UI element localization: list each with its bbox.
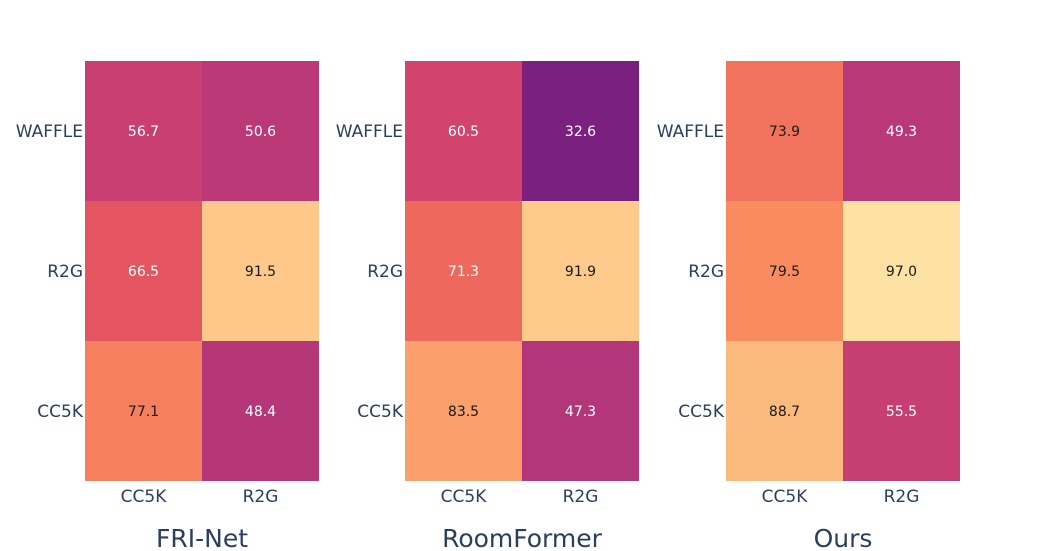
cell-value-label: 79.5 — [769, 264, 800, 280]
heatmap-cell — [843, 61, 960, 201]
heatmap-panel-2: 73.9 49.3 79.5 97.0 88.7 55.5 WAFFLE R2G CC5K CC5… — [657, 61, 960, 551]
y-tick-label: CC5K — [37, 402, 84, 422]
cell-value-label: 73.9 — [769, 124, 800, 140]
cell-value-label: 77.1 — [128, 404, 159, 420]
cell-value-label: 32.6 — [565, 124, 596, 140]
heatmap-cell — [405, 341, 522, 481]
cell-value-label: 91.5 — [245, 264, 276, 280]
cell-value-label: 49.3 — [886, 124, 917, 140]
x-tick-label: CC5K — [762, 487, 809, 507]
cell-value-label: 50.6 — [245, 124, 276, 140]
heatmap-cell — [405, 201, 522, 341]
heatmap-cell — [726, 61, 843, 201]
heatmap-cell — [726, 201, 843, 341]
y-tick-label: R2G — [688, 262, 724, 282]
cell-value-label: 83.5 — [448, 404, 479, 420]
heatmap-cell — [843, 341, 960, 481]
x-tick-label: R2G — [884, 487, 920, 507]
heatmap-cell — [405, 61, 522, 201]
x-tick-label: CC5K — [441, 487, 488, 507]
cell-value-label: 60.5 — [448, 124, 479, 140]
heatmap-cell — [843, 201, 960, 341]
heatmap-cell — [522, 341, 639, 481]
panel-title: Ours — [814, 524, 873, 551]
heatmap-cell — [85, 61, 202, 201]
y-tick-label: WAFFLE — [657, 122, 724, 142]
heatmap-cell — [202, 201, 319, 341]
heatmap-cell — [85, 341, 202, 481]
panel-title: RoomFormer — [442, 524, 603, 551]
x-tick-label: CC5K — [121, 487, 168, 507]
y-tick-label: CC5K — [357, 402, 404, 422]
y-tick-label: CC5K — [678, 402, 725, 422]
y-tick-label: WAFFLE — [16, 122, 83, 142]
panel-title: FRI-Net — [156, 524, 248, 551]
x-tick-label: R2G — [243, 487, 279, 507]
heatmap-cell — [202, 61, 319, 201]
heatmap-cell — [522, 201, 639, 341]
heatmap-panel-1: 60.5 32.6 71.3 91.9 83.5 47.3 WAFFLE R2G CC5K CC5… — [336, 61, 639, 551]
cell-value-label: 48.4 — [245, 404, 276, 420]
cell-value-label: 91.9 — [565, 264, 596, 280]
cell-value-label: 55.5 — [886, 404, 917, 420]
y-tick-label: R2G — [367, 262, 403, 282]
cell-value-label: 97.0 — [886, 264, 917, 280]
heatmap-panel-0: 56.7 50.6 66.5 91.5 77.1 48.4 WAFFLE R2G CC5K CC5… — [16, 61, 319, 551]
y-tick-label: R2G — [47, 262, 83, 282]
heatmap-cell — [85, 201, 202, 341]
cell-value-label: 47.3 — [565, 404, 596, 420]
cell-value-label: 66.5 — [128, 264, 159, 280]
heatmap-cell — [522, 61, 639, 201]
cell-value-label: 88.7 — [769, 404, 800, 420]
x-tick-label: R2G — [563, 487, 599, 507]
heatmap-cell — [202, 341, 319, 481]
heatmap-cell — [726, 341, 843, 481]
cell-value-label: 56.7 — [128, 124, 159, 140]
cell-value-label: 71.3 — [448, 264, 479, 280]
y-tick-label: WAFFLE — [336, 122, 403, 142]
